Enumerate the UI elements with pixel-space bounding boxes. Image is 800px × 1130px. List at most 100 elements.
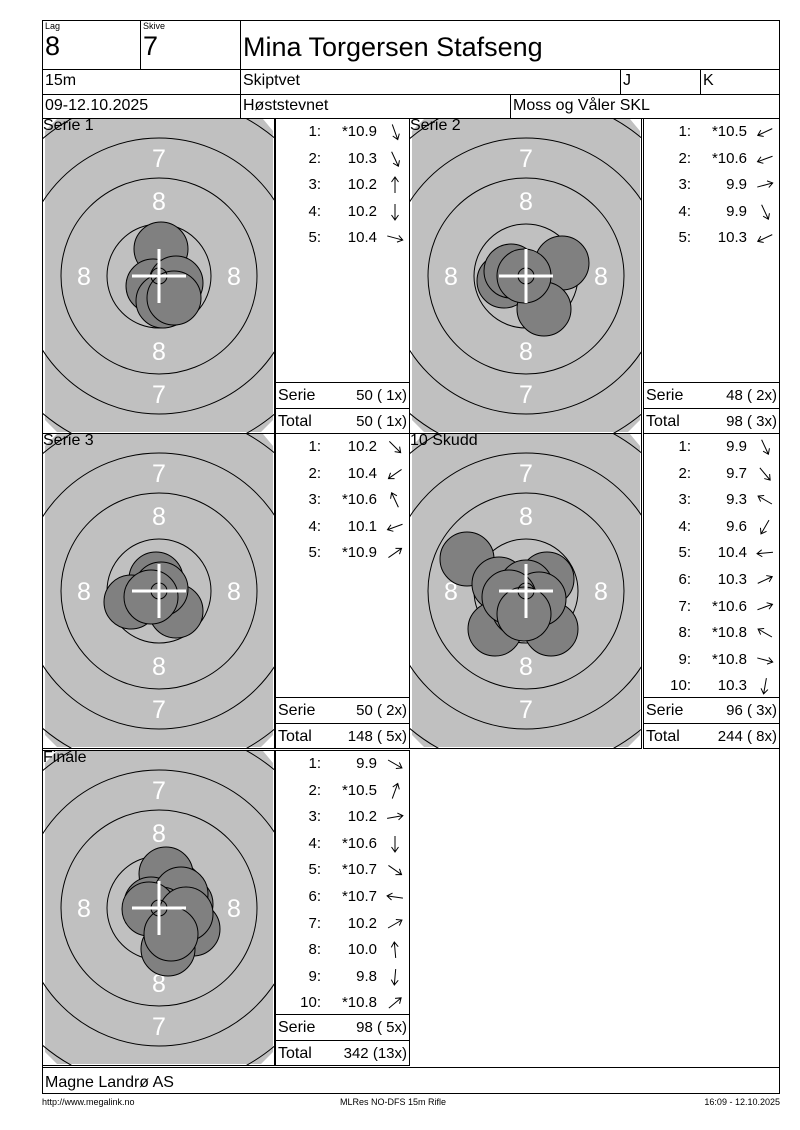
- shot-number: 2:: [678, 464, 691, 482]
- shot-row: 4: 10.1: [276, 514, 409, 540]
- shot-number: 2:: [308, 781, 321, 799]
- shot-number: 2:: [308, 149, 321, 167]
- shot-row: 4: 9.6: [644, 514, 779, 540]
- shot-number: 4:: [678, 202, 691, 220]
- serie-label: Serie: [278, 1019, 316, 1036]
- target-panel: Finale 8 8 8 8 7 7: [42, 750, 275, 1066]
- club: Skiptvet: [240, 69, 621, 95]
- direction-arrow-icon: [757, 180, 774, 189]
- shot-hole: [143, 906, 199, 962]
- shot-row: 2: 9.7: [644, 461, 779, 487]
- ring-number: 8: [227, 263, 241, 291]
- shot-score: 10.3: [717, 229, 747, 247]
- shot-row: 1: 9.9: [644, 434, 779, 460]
- shot-number: 9:: [308, 967, 321, 985]
- date: 09-12.10.2025: [42, 94, 241, 119]
- shot-number: 1:: [308, 755, 321, 772]
- shot-row: 5: 10.4: [276, 225, 409, 251]
- shot-score: *10.8: [341, 994, 377, 1012]
- shot-row: 1: *10.5: [644, 119, 779, 145]
- shot-score: 9.3: [726, 491, 747, 509]
- ring-number: 7: [519, 460, 533, 488]
- direction-arrow-icon: [756, 128, 773, 137]
- direction-arrow-icon: [390, 968, 399, 986]
- ring-number: 7: [152, 1013, 166, 1041]
- panel-title: 10 Skudd: [410, 433, 478, 449]
- shot-score: 10.3: [347, 149, 377, 167]
- shot-row: 1: 9.9: [276, 751, 409, 777]
- footer-url[interactable]: http://www.megalink.no: [42, 1097, 135, 1107]
- target-ring: [60, 809, 258, 1007]
- class-j: J: [620, 69, 701, 95]
- serie-label: Serie: [278, 387, 316, 404]
- serie-score: 96 ( 3x): [726, 702, 777, 719]
- shot-row: 7: *10.6: [644, 594, 779, 620]
- shot-number: 1:: [308, 123, 321, 140]
- direction-arrow-icon: [757, 495, 773, 505]
- target-ring: [43, 137, 274, 415]
- shot-row: 4: 10.2: [276, 199, 409, 225]
- total-label: Total: [278, 728, 312, 745]
- shot-row: 10: 10.3: [644, 673, 779, 699]
- direction-arrow-icon: [756, 549, 774, 558]
- shot-number: 3:: [308, 808, 321, 826]
- target-image: 8 8 8 8 7 7: [43, 119, 274, 433]
- direction-arrow-icon: [759, 519, 770, 535]
- ring-number: 8: [77, 263, 91, 291]
- shot-row: 5: 10.4: [644, 540, 779, 566]
- ring-number: 7: [519, 696, 533, 724]
- shot-score: *10.6: [711, 597, 747, 615]
- distance: 15m: [42, 69, 241, 95]
- total-label: Total: [646, 413, 680, 430]
- shot-row: 6: *10.7: [276, 884, 409, 910]
- ring-number: 8: [152, 188, 166, 216]
- serie-score: 50 ( 2x): [356, 702, 407, 719]
- shot-hole: [123, 569, 179, 625]
- shot-row: 1: 10.2: [276, 434, 409, 460]
- direction-arrow-icon: [386, 892, 403, 901]
- shot-list: 1: *10.5 2: *10.6 3: 9.9 4: 9.9 5: 10.3 Serie 48 ( …: [643, 118, 780, 434]
- shot-score: 10.2: [347, 176, 377, 194]
- shot-score: *10.6: [711, 149, 747, 167]
- shot-row: 1: *10.9: [276, 119, 409, 145]
- direction-arrow-icon: [387, 468, 402, 479]
- shot-score: 10.2: [347, 914, 377, 932]
- shot-row: 2: *10.5: [276, 778, 409, 804]
- direction-arrow-icon: [757, 656, 774, 665]
- shot-number: 5:: [308, 229, 321, 247]
- shot-score: 10.3: [717, 571, 747, 588]
- serie-label: Serie: [646, 387, 684, 404]
- target-ring: [427, 492, 625, 690]
- shot-score: 10.1: [347, 517, 377, 535]
- shot-list: 1: *10.9 2: 10.3 3: 10.2 4: 10.2 5: 10.4 Serie 50 (…: [275, 118, 410, 434]
- direction-arrow-icon: [391, 782, 400, 799]
- direction-arrow-icon: [387, 235, 404, 244]
- ring-number: 8: [444, 578, 458, 606]
- total-score: 148 ( 5x): [347, 728, 407, 745]
- shooter-name-cell: Mina Torgersen Stafseng: [240, 20, 780, 70]
- event: Høststevnet: [240, 94, 511, 119]
- panel-title: Finale: [43, 750, 87, 766]
- direction-arrow-icon: [757, 575, 774, 584]
- shot-list: 1: 9.9 2: 9.7 3: 9.3 4: 9.6 5: 10.4 6: 10.3 7: *10.6 8…: [643, 433, 780, 749]
- target-image: 8 8 8 8 7 7: [410, 119, 641, 433]
- direction-arrow-icon: [757, 601, 774, 610]
- ring-number: 7: [152, 696, 166, 724]
- ring-number: 7: [519, 145, 533, 173]
- direction-arrow-icon: [761, 204, 770, 220]
- shot-score: 9.9: [356, 755, 377, 772]
- shot-number: 1:: [678, 123, 691, 140]
- shot-row: 5: 10.3: [644, 225, 779, 251]
- lag-value: 8: [45, 31, 61, 61]
- shot-number: 7:: [308, 914, 321, 932]
- shot-row: 3: 9.3: [644, 487, 779, 513]
- direction-arrow-icon: [390, 941, 399, 959]
- shot-number: 4:: [308, 834, 321, 852]
- direction-arrow-icon: [391, 151, 400, 167]
- shot-number: 6:: [308, 888, 321, 905]
- shot-score: *10.8: [711, 624, 747, 642]
- panel-title: Serie 2: [410, 118, 461, 134]
- ring-number: 8: [227, 578, 241, 606]
- serie-row: Serie 98 ( 5x): [276, 1014, 409, 1041]
- total-row: Total 342 (13x): [276, 1040, 409, 1067]
